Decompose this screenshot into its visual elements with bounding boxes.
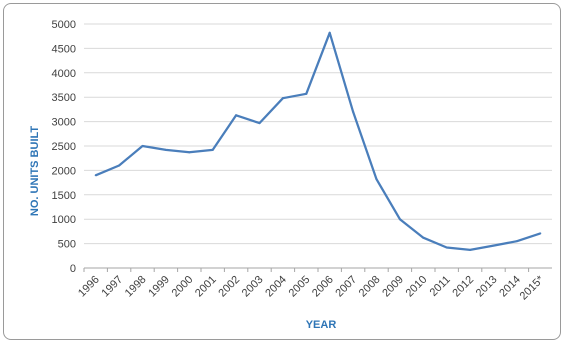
data-point [492,244,495,247]
x-tick-label: 2010 [404,274,430,300]
data-point [445,246,448,249]
y-tick-label: 0 [70,263,76,275]
x-tick-label: 2006 [310,274,336,300]
y-tick-label: 3500 [52,92,76,104]
x-tick-label: 2001 [193,274,219,300]
x-tick-label: 2000 [170,274,196,300]
data-point [352,110,355,113]
x-tick-label: 2003 [240,274,266,300]
y-axis-title: NO. UNITS BUILT [29,126,41,217]
x-tick-label: 1996 [76,274,102,300]
y-tick-label: 1000 [52,214,76,226]
x-tick-label: 2011 [428,274,453,299]
x-tick-label: 1999 [146,274,172,300]
chart-frame [3,3,561,340]
x-tick-label: 2008 [357,274,383,300]
data-point [305,92,308,95]
data-point [281,97,284,100]
x-tick-label: 2004 [263,274,289,300]
x-tick-label: 2002 [216,274,242,300]
series-layer [94,31,542,252]
data-point [422,236,425,239]
data-point [258,122,261,125]
y-tick-label: 3000 [52,117,76,129]
data-point [235,114,238,117]
x-tick-label: 2005 [287,274,313,300]
data-point [469,248,472,251]
y-tick-label: 1500 [52,190,76,202]
x-tick-label: 2009 [380,274,406,300]
data-point [211,148,214,151]
y-tick-label: 4000 [52,68,76,80]
y-tick-label: 2000 [52,165,76,177]
data-point [398,218,401,221]
data-point [118,164,121,167]
y-tick-labels: 0 500 1000 1500 2000 2500 3000 3500 4000 4500 5000 [52,19,76,275]
data-point [515,240,518,243]
y-tick-label: 500 [58,239,76,251]
x-tick-label: 1997 [99,274,125,300]
data-point [94,174,97,177]
y-tick-label: 4500 [52,43,76,55]
data-point [375,178,378,181]
y-tick-label: 2500 [52,141,76,153]
x-tick-label: 1998 [123,274,149,300]
x-tick-label: 2013 [474,274,500,300]
x-tick-label: 2015* [518,273,547,302]
data-point [164,148,167,151]
gridlines [84,23,552,269]
x-axis-title: YEAR [306,319,337,331]
data-point [328,31,331,34]
x-tick-label: 2007 [333,274,359,300]
y-tick-label: 5000 [52,19,76,31]
data-point [539,232,542,235]
series-line [95,31,541,252]
x-tick-label: 2012 [450,274,476,300]
data-point [188,151,191,154]
x-tick-labels: 1996199719981999200020012002200320042005… [76,268,547,302]
data-point [141,145,144,147]
